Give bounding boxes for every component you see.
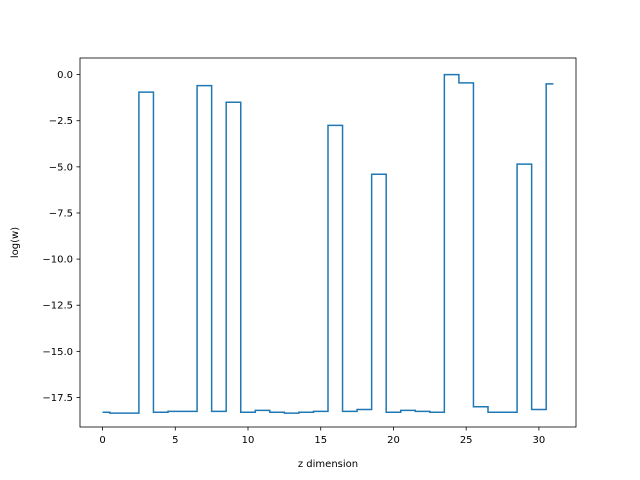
x-ticks: 0 5 10 15 20 25 30 (99, 427, 545, 446)
x-tick-label: 5 (172, 435, 178, 446)
plot-frame (79, 57, 577, 428)
x-tick-label: 0 (99, 435, 105, 446)
y-ticks: 0.0 −2.5 −5.0 −7.5 −10.0 −12.5 −15.0 −17.5 (42, 70, 80, 404)
series-layer (102, 73, 554, 414)
y-tick-label: −17.5 (42, 393, 73, 404)
y-tick-label: 0.0 (57, 70, 73, 81)
x-tick-label: 20 (387, 435, 400, 446)
series-line-0 (102, 73, 554, 414)
x-axis-label: z dimension (298, 459, 358, 470)
x-tick-label: 15 (314, 435, 327, 446)
x-tick-label: 30 (533, 435, 546, 446)
y-tick-label: −2.5 (49, 116, 73, 127)
y-tick-label: −10.0 (42, 255, 73, 266)
y-tick-label: −15.0 (42, 347, 73, 358)
x-tick-label: 10 (242, 435, 255, 446)
y-axis-label: log(w) (10, 227, 21, 258)
y-tick-label: −7.5 (49, 208, 73, 219)
y-tick-label: −5.0 (49, 162, 73, 173)
y-tick-label: −12.5 (42, 301, 73, 312)
x-tick-label: 25 (460, 435, 473, 446)
